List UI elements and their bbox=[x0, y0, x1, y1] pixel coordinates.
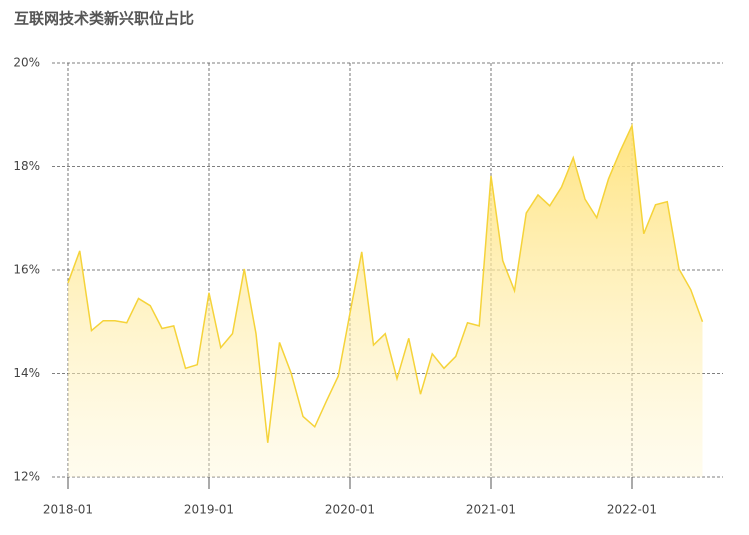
x-tick-label: 2021-01 bbox=[466, 503, 516, 517]
x-tick-label: 2018-01 bbox=[43, 503, 93, 517]
x-tick-label: 2019-01 bbox=[184, 503, 234, 517]
line bbox=[67, 122, 704, 443]
y-tick-label: 12% bbox=[13, 470, 40, 484]
y-tick-label: 14% bbox=[13, 366, 40, 380]
y-tick-label: 16% bbox=[13, 263, 40, 277]
area-fill bbox=[68, 125, 703, 478]
x-tick-label: 2022-01 bbox=[607, 503, 657, 517]
y-tick-label: 20% bbox=[13, 56, 40, 70]
y-tick-label: 18% bbox=[13, 159, 40, 173]
chart-title: 互联网技术类新兴职位占比 bbox=[14, 10, 194, 28]
x-tick-label: 2020-01 bbox=[325, 503, 375, 517]
